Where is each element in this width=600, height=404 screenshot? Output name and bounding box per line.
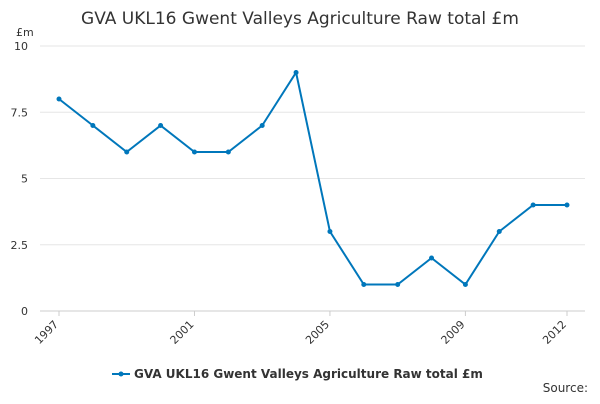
y-tick-label: 7.5 (11, 106, 29, 119)
x-tick-label: 2005 (303, 318, 332, 347)
chart-title: GVA UKL16 Gwent Valleys Agriculture Raw … (81, 9, 519, 29)
point (293, 70, 299, 75)
legend-label: GVA UKL16 Gwent Valleys Agriculture Raw … (134, 367, 483, 381)
point (158, 123, 164, 128)
x-tick-label: 1997 (32, 318, 61, 347)
x-tick-label: 2012 (540, 318, 569, 347)
y-unit: £m (16, 26, 34, 39)
y-tick-label: 2.5 (11, 239, 29, 252)
point (327, 229, 333, 234)
point (429, 255, 435, 261)
legend-marker (118, 371, 124, 377)
point (90, 123, 96, 128)
point (124, 149, 130, 155)
source: Source: (543, 381, 588, 395)
point (462, 282, 468, 287)
y-tick-label: 10 (14, 40, 28, 53)
x-tick-label: 2009 (439, 318, 468, 347)
point (191, 149, 197, 155)
point (361, 282, 367, 287)
point (564, 202, 570, 208)
point (395, 282, 401, 287)
line (58, 69, 567, 286)
point (56, 96, 62, 102)
y-tick-label: 5 (21, 173, 28, 186)
point (259, 123, 265, 128)
point (225, 149, 231, 155)
point (496, 229, 502, 234)
point (530, 202, 536, 208)
x-tick-label: 2001 (168, 318, 197, 347)
y-tick-label: 0 (21, 305, 28, 318)
